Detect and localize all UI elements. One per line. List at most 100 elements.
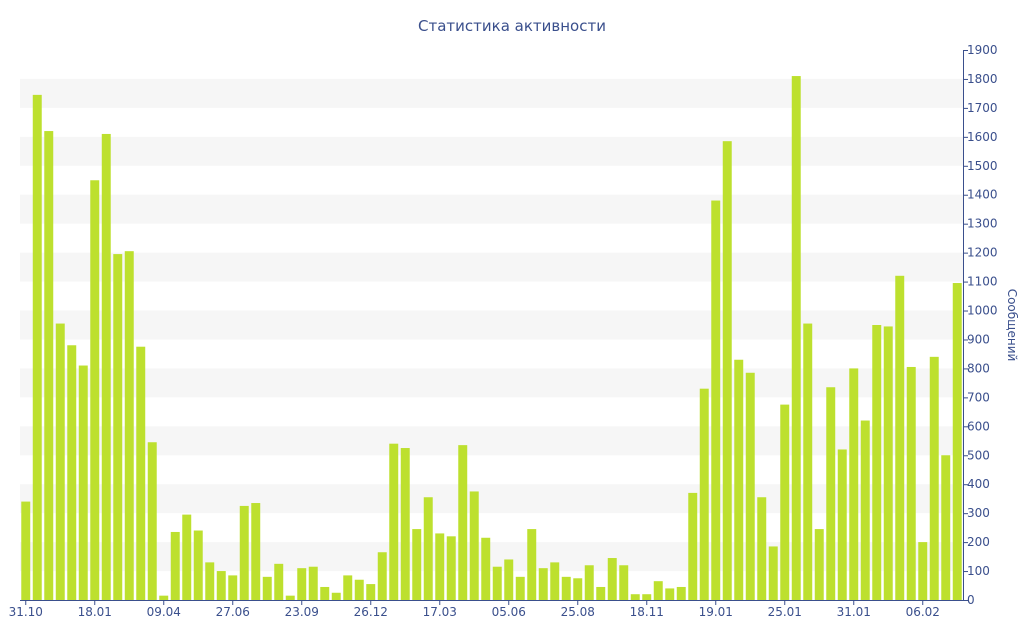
grid-band [20,194,963,224]
bar [561,576,571,600]
y-tick-label: 1400 [967,188,998,202]
bar [251,503,261,600]
bar [504,559,514,600]
y-axis-title: Сообщений [1005,289,1019,362]
bar [331,592,341,600]
y-tick-label: 700 [967,390,990,404]
bar [791,76,801,601]
grid-band [20,368,963,398]
bar [918,542,928,600]
bar [757,497,767,600]
bar [101,133,111,600]
bar [400,448,410,600]
bar [159,595,169,600]
bar [653,581,663,600]
bar [952,283,962,600]
bar [366,584,376,600]
grid-band [20,136,963,166]
bar [860,420,870,600]
y-tick-label: 1300 [967,217,998,231]
bar [55,323,65,600]
x-tick-label: 26.12 [354,605,388,619]
bar [297,568,307,600]
bar [619,565,629,600]
bar [596,586,606,600]
y-tick-label: 1600 [967,130,998,144]
bar [883,326,893,600]
bar [538,568,548,600]
bar [941,455,951,600]
y-tick-label: 100 [967,564,990,578]
bar [354,579,364,600]
grid-band [20,484,963,514]
bar [44,131,54,601]
bar [423,497,433,600]
x-tick-label: 06.02 [906,605,940,619]
bar [308,566,318,600]
bar [124,251,134,600]
bar [676,586,686,600]
bar [78,365,88,600]
grid-bands [20,78,963,572]
bar [32,94,42,601]
y-tick-label: 600 [967,419,990,433]
bar [458,445,468,600]
bar [67,345,77,600]
bar [550,562,560,600]
y-tick-label: 1700 [967,101,998,115]
grid-band [20,252,963,282]
bar [435,533,445,600]
bar [745,372,755,600]
bar [837,449,847,600]
x-tick-label: 23.09 [285,605,319,619]
bar [872,325,882,600]
bar [722,141,732,600]
bar [389,443,399,600]
x-tick-label: 31.01 [837,605,871,619]
bar [768,546,778,600]
y-tick-label: 900 [967,332,990,346]
bar [216,571,226,600]
bar [492,566,502,600]
bar [205,562,215,600]
bar [642,594,652,600]
bar [780,404,790,600]
x-axis-ticks: 31.10 18.01 09.04 27.06 23.09 26.12 17.03 05.06… [9,600,940,619]
bar [929,356,939,600]
bar [170,531,180,600]
bar [711,200,721,600]
x-tick-label: 18.01 [78,605,112,619]
y-tick-label: 1100 [967,275,998,289]
x-tick-label: 31.10 [9,605,43,619]
bar [584,565,594,600]
bar [113,254,123,600]
y-tick-label: 200 [967,535,990,549]
x-tick-label: 18.11 [630,605,664,619]
bar [573,578,583,600]
y-tick-label: 300 [967,506,990,520]
bar [377,552,387,600]
bar [630,594,640,600]
bar [320,586,330,600]
y-tick-label: 1500 [967,159,998,173]
y-tick-label: 1900 [967,43,998,57]
x-tick-label: 09.04 [147,605,181,619]
bar [699,388,709,600]
bar [193,530,203,600]
bar [147,442,157,600]
bar [515,576,525,600]
bar [21,501,31,600]
grid-band [20,426,963,456]
bar [734,359,744,600]
bar [239,505,249,600]
bar [90,180,100,600]
bar [527,529,537,600]
bar [136,346,146,600]
bar [446,536,456,600]
bar [343,575,353,600]
y-tick-label: 1000 [967,304,998,318]
x-tick-label: 17.03 [423,605,457,619]
bar [814,529,824,600]
